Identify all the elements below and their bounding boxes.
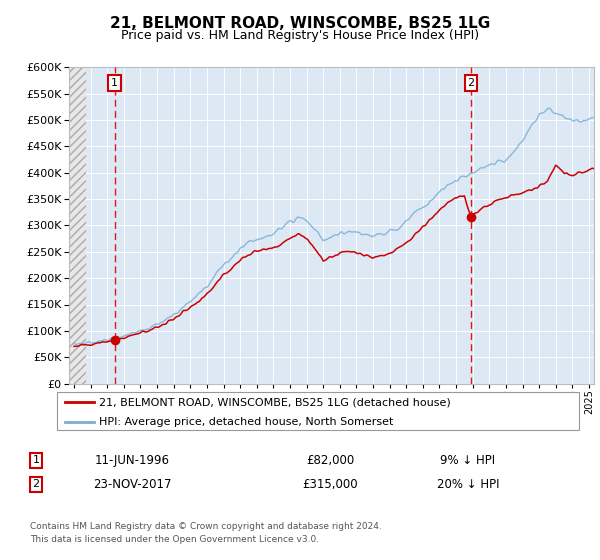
Text: Price paid vs. HM Land Registry's House Price Index (HPI): Price paid vs. HM Land Registry's House … <box>121 29 479 42</box>
Text: Contains HM Land Registry data © Crown copyright and database right 2024.: Contains HM Land Registry data © Crown c… <box>30 522 382 531</box>
FancyBboxPatch shape <box>56 393 580 430</box>
Text: 21, BELMONT ROAD, WINSCOMBE, BS25 1LG: 21, BELMONT ROAD, WINSCOMBE, BS25 1LG <box>110 16 490 31</box>
Text: 9% ↓ HPI: 9% ↓ HPI <box>440 454 496 467</box>
Text: 1: 1 <box>111 78 118 88</box>
Text: This data is licensed under the Open Government Licence v3.0.: This data is licensed under the Open Gov… <box>30 535 319 544</box>
Bar <box>69 67 86 384</box>
Text: 11-JUN-1996: 11-JUN-1996 <box>95 454 170 467</box>
Text: 2: 2 <box>32 479 40 489</box>
Text: £315,000: £315,000 <box>302 478 358 491</box>
Text: HPI: Average price, detached house, North Somerset: HPI: Average price, detached house, Nort… <box>99 417 393 427</box>
Text: 1: 1 <box>32 455 40 465</box>
Text: 20% ↓ HPI: 20% ↓ HPI <box>437 478 499 491</box>
Text: 2: 2 <box>467 78 475 88</box>
Text: 21, BELMONT ROAD, WINSCOMBE, BS25 1LG (detached house): 21, BELMONT ROAD, WINSCOMBE, BS25 1LG (d… <box>99 397 451 407</box>
Text: £82,000: £82,000 <box>306 454 354 467</box>
Text: 23-NOV-2017: 23-NOV-2017 <box>93 478 171 491</box>
